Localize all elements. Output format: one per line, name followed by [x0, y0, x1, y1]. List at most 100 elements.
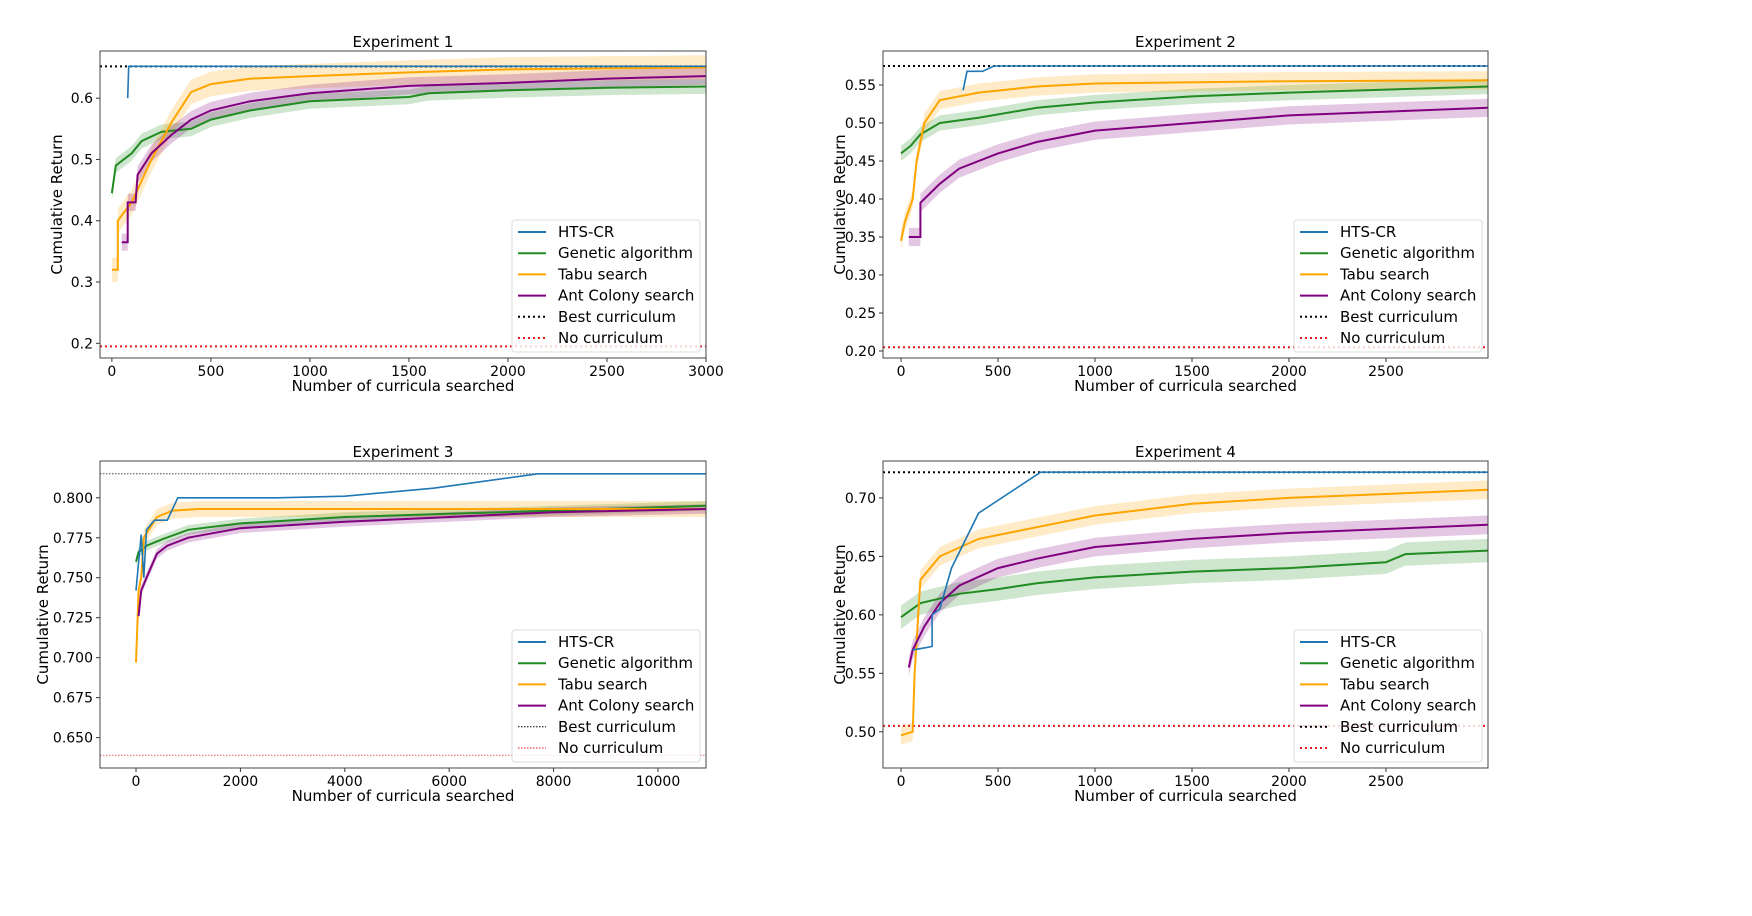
x-tick-label: 2500: [1368, 364, 1404, 380]
legend-label: Genetic algorithm: [1340, 654, 1475, 672]
x-tick-label: 2000: [1271, 364, 1307, 380]
y-tick-label: 0.800: [53, 491, 93, 507]
legend: HTS-CR Genetic algorithm Tabu search Ant Co…: [1293, 629, 1483, 763]
y-tick-label: 0.750: [53, 571, 93, 587]
legend-label: Best curriculum: [1340, 718, 1458, 736]
x-tick-label: 0: [132, 774, 141, 790]
legend-label: HTS-CR: [558, 633, 614, 651]
y-tick-label: 0.3: [71, 275, 93, 291]
y-tick-label: 0.40: [845, 192, 876, 208]
y-tick-label: 0.50: [845, 725, 876, 741]
series-line-tabu-search: [135, 508, 706, 663]
x-axis-label: Number of curricula searched: [1074, 377, 1297, 395]
axes-frame: [882, 50, 1489, 359]
x-tick-label: 10000: [636, 774, 681, 790]
x-tick-label: 2000: [490, 364, 526, 380]
chart-title: Experiment 3: [353, 443, 454, 461]
series-line-tabu-search: [900, 79, 1488, 242]
y-tick-label: 0.45: [845, 154, 876, 170]
series-line-ant-colony-search: [908, 106, 1488, 238]
y-tick-label: 0.5: [71, 152, 93, 168]
legend-label: Ant Colony search: [1340, 287, 1476, 305]
series-line-hts-cr: [962, 65, 1488, 91]
y-tick-label: 0.700: [53, 651, 93, 667]
x-axis-label: Number of curricula searched: [292, 787, 515, 805]
y-tick-label: 0.20: [845, 344, 876, 360]
subplot-4: Experiment 4 Number of curricula searched…: [831, 443, 1489, 805]
y-tick-label: 0.725: [53, 611, 93, 627]
x-tick-label: 500: [985, 364, 1012, 380]
legend-box: [1293, 629, 1483, 763]
y-tick-label: 0.650: [53, 731, 93, 747]
x-tick-label: 500: [198, 364, 225, 380]
x-axis-label: Number of curricula searched: [292, 377, 515, 395]
y-tick-label: 0.70: [845, 491, 876, 507]
x-tick-label: 2500: [1368, 774, 1404, 790]
y-tick-label: 0.55: [845, 666, 876, 682]
confidence-band-ant-colony-search: [908, 98, 1488, 247]
y-axis-label: Cumulative Return: [831, 544, 849, 684]
legend-label: Genetic algorithm: [1340, 244, 1475, 262]
legend-label: Best curriculum: [558, 718, 676, 736]
x-tick-label: 0: [897, 364, 906, 380]
legend-label: No curriculum: [558, 329, 663, 347]
series-line-genetic-algorithm: [900, 85, 1488, 155]
legend-label: Genetic algorithm: [558, 244, 693, 262]
y-tick-label: 0.2: [71, 336, 93, 352]
x-tick-label: 2500: [589, 364, 625, 380]
legend-label: HTS-CR: [558, 223, 614, 241]
legend-label: Genetic algorithm: [558, 654, 693, 672]
y-tick-label: 0.60: [845, 608, 876, 624]
legend-label: No curriculum: [1340, 739, 1445, 757]
legend-label: Tabu search: [1339, 675, 1430, 693]
confidence-band-genetic-algorithm: [901, 538, 1488, 629]
x-tick-label: 0: [107, 364, 116, 380]
subplot-1: Experiment 1 Number of curricula searched…: [48, 33, 724, 395]
legend-box: [1293, 219, 1483, 353]
legend-box: [511, 219, 701, 353]
legend-label: Tabu search: [557, 265, 648, 283]
series-line-tabu-search: [111, 66, 706, 271]
chart-title: Experiment 2: [1135, 33, 1236, 51]
axes-frame: [99, 460, 707, 769]
legend: HTS-CR Genetic algorithm Tabu search Ant Co…: [511, 219, 701, 353]
x-tick-label: 4000: [327, 774, 363, 790]
y-tick-label: 0.6: [71, 91, 93, 107]
plot-area: [100, 55, 706, 348]
y-tick-label: 0.675: [53, 691, 93, 707]
plot-area: [883, 64, 1488, 349]
legend-label: Best curriculum: [558, 308, 676, 326]
legend-label: Best curriculum: [1340, 308, 1458, 326]
series-line-genetic-algorithm: [110, 85, 706, 194]
plot-area: [883, 471, 1488, 745]
x-tick-label: 2000: [1271, 774, 1307, 790]
subplot-3: Experiment 3 Number of curricula searched…: [34, 443, 707, 805]
confidence-band-genetic-algorithm: [136, 501, 706, 567]
legend-label: Ant Colony search: [558, 697, 694, 715]
y-tick-label: 0.35: [845, 230, 876, 246]
y-tick-label: 0.55: [845, 78, 876, 94]
legend-label: No curriculum: [1340, 329, 1445, 347]
y-axis-label: Cumulative Return: [34, 544, 52, 684]
legend: HTS-CR Genetic algorithm Tabu search Ant Co…: [511, 629, 701, 763]
x-tick-label: 0: [897, 774, 906, 790]
y-tick-label: 0.50: [845, 116, 876, 132]
y-axis-label: Cumulative Return: [831, 134, 849, 274]
series-line-hts-cr: [135, 473, 706, 591]
x-tick-label: 1500: [1174, 774, 1210, 790]
x-tick-label: 8000: [536, 774, 572, 790]
series-line-hts-cr: [912, 471, 1488, 651]
x-tick-label: 1000: [1077, 774, 1113, 790]
subplot-2: Experiment 2 Number of curricula searched…: [831, 33, 1489, 395]
y-tick-label: 0.65: [845, 549, 876, 565]
legend-box: [511, 629, 701, 763]
x-tick-label: 2000: [223, 774, 259, 790]
y-axis-label: Cumulative Return: [48, 134, 66, 274]
axes-frame: [882, 460, 1489, 769]
confidence-band-ant-colony-search: [121, 67, 706, 251]
y-tick-label: 0.25: [845, 306, 876, 322]
chart-title: Experiment 4: [1135, 443, 1236, 461]
y-tick-label: 0.30: [845, 268, 876, 284]
legend-label: HTS-CR: [1340, 223, 1396, 241]
